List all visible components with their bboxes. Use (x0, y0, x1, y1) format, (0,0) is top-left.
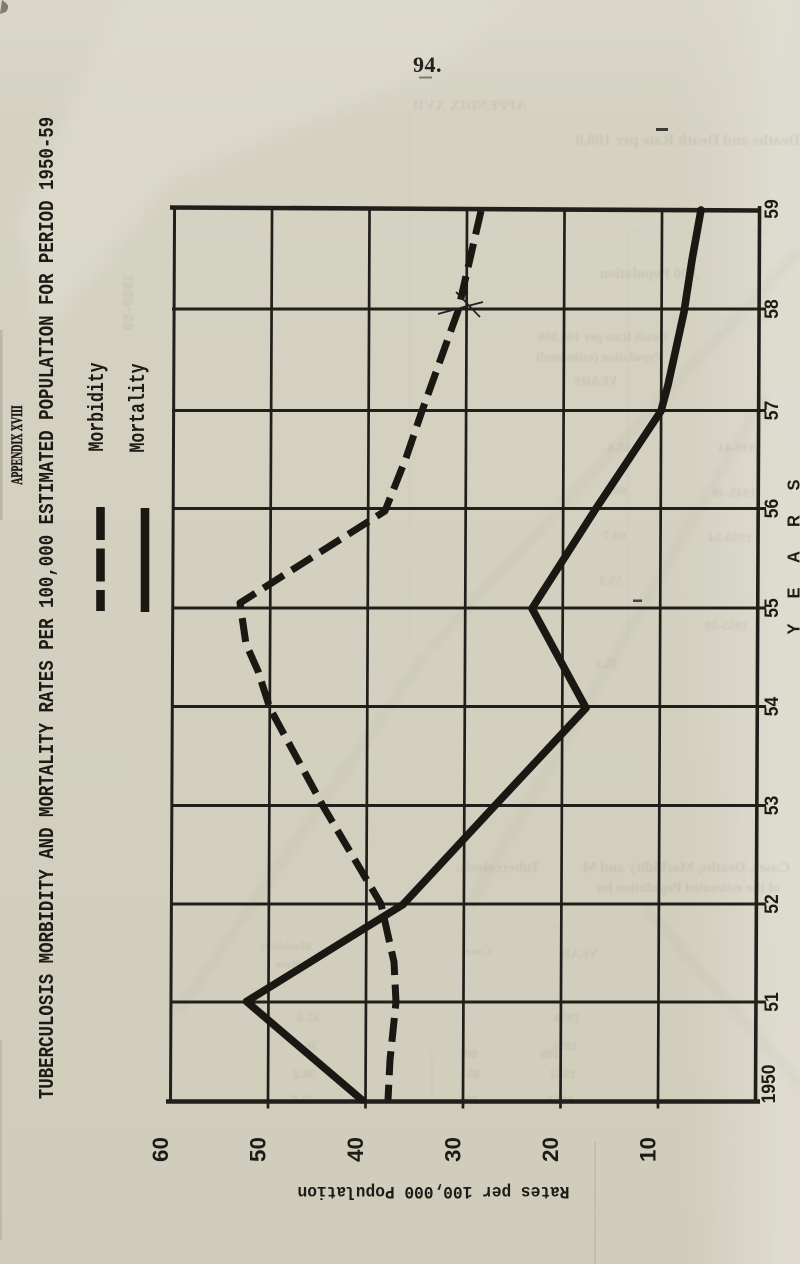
svg-text:80: 80 (465, 1046, 478, 1061)
svg-text:94.: 94. (413, 52, 442, 77)
svg-text:Y: Y (783, 623, 800, 634)
svg-text:1955-59: 1955-59 (704, 618, 748, 633)
svg-text:E: E (783, 587, 800, 598)
svg-text:,000 Population: ,000 Population (599, 266, 700, 282)
svg-text:30: 30 (441, 1137, 466, 1162)
svg-text:57: 57 (760, 401, 782, 420)
svg-text:Morbidity: Morbidity (259, 939, 312, 953)
svg-text:1950: 1950 (554, 1010, 580, 1025)
svg-text:TUBERCULOSIS MORBIDITY AND MOR: TUBERCULOSIS MORBIDITY AND MORTALITY RAT… (36, 117, 60, 1099)
svg-text:1952: 1952 (550, 1066, 576, 1081)
svg-text:37.5: 37.5 (297, 1010, 320, 1025)
svg-text:A: A (783, 551, 800, 563)
svg-text:Morbidity: Morbidity (85, 362, 110, 451)
svg-text:60: 60 (148, 1137, 173, 1162)
svg-text:10: 10 (636, 1137, 661, 1162)
svg-text:1950: 1950 (757, 1065, 779, 1104)
svg-text:55.9: 55.9 (599, 573, 622, 588)
svg-text:Death Rate per 100,000: Death Rate per 100,000 (538, 329, 668, 344)
svg-text:40: 40 (343, 1137, 368, 1162)
svg-text:Mortality: Mortality (126, 363, 151, 452)
svg-text:60.7: 60.7 (603, 528, 626, 543)
svg-text:Rates per 100,000 Population: Rates per 100,000 Population (298, 1181, 570, 1201)
svg-text:S: S (783, 479, 800, 490)
svg-text:56: 56 (760, 499, 782, 518)
svg-text:R: R (783, 515, 800, 527)
svg-text:Cases: Cases (460, 943, 492, 958)
svg-text:53: 53 (760, 796, 782, 815)
svg-text:YEAR: YEAR (561, 946, 598, 961)
svg-text:1950-54: 1950-54 (708, 530, 752, 545)
svg-text:YEARS: YEARS (574, 373, 618, 388)
svg-text:52: 52 (760, 894, 782, 913)
svg-text:59: 59 (760, 199, 782, 218)
svg-text:54: 54 (760, 696, 782, 716)
svg-text:of the estimated Population fo: of the estimated Population for (595, 881, 780, 896)
svg-text:Rate: Rate (275, 957, 300, 971)
svg-text:APPENDIX XVIII: APPENDIX XVIII (8, 405, 26, 485)
svg-text:1945-49: 1945-49 (712, 485, 756, 500)
svg-text:Population (estimated): Population (estimated) (536, 349, 662, 364)
svg-text:58: 58 (760, 299, 782, 318)
svg-text:100: 100 (541, 1046, 561, 1061)
svg-text:Deaths and Death Rate per 100,: Deaths and Death Rate per 100,0 (575, 132, 800, 149)
svg-text:APPENDIX XVII: APPENDIX XVII (412, 98, 527, 114)
svg-text:85: 85 (467, 1066, 481, 1081)
svg-text:1951: 1951 (552, 1038, 578, 1053)
svg-text:50: 50 (246, 1137, 271, 1162)
svg-text:51: 51 (760, 992, 782, 1011)
svg-text:20: 20 (538, 1137, 563, 1162)
svg-text:Tubercolosis:: Tubercolosis: (455, 860, 540, 876)
svg-text:38.2: 38.2 (293, 1066, 316, 1081)
svg-text:55: 55 (760, 598, 782, 617)
svg-text:Cases, Deaths, Morbidity and M: Cases, Deaths, Morbidity and M (582, 860, 790, 876)
svg-text:1950-59: 1950-59 (121, 274, 138, 331)
